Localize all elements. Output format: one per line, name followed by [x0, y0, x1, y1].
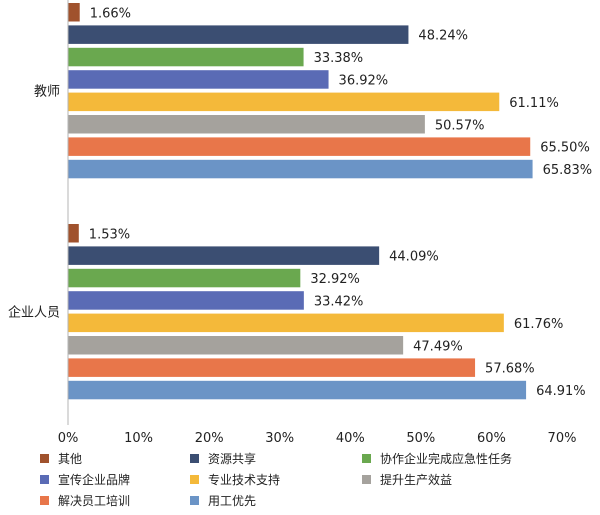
x-tick-label: 10% [124, 431, 153, 446]
bar [68, 380, 527, 400]
bar [68, 3, 80, 22]
bar [68, 92, 500, 112]
x-tick-label: 70% [548, 431, 577, 446]
data-label: 65.83% [543, 163, 593, 178]
legend-label: 提升生产效益 [380, 473, 453, 487]
x-tick-label: 0% [58, 431, 79, 446]
legend-label: 协作企业完成应急性任务 [380, 452, 513, 466]
x-tick-label: 20% [195, 431, 224, 446]
bar [68, 159, 533, 179]
x-tick-label: 40% [336, 431, 365, 446]
legend-swatch [362, 475, 371, 484]
legend-item: 专业技术支持 [190, 471, 280, 488]
category-label: 教师 [34, 84, 60, 100]
legend-swatch [40, 454, 49, 463]
data-label: 61.76% [514, 317, 564, 332]
bar [68, 115, 425, 134]
legend-swatch [40, 496, 49, 505]
legend-item: 协作企业完成应急性任务 [362, 450, 512, 467]
data-label: 44.09% [389, 250, 439, 265]
bar [68, 70, 329, 89]
x-tick-label: 60% [477, 431, 506, 446]
bar [68, 291, 304, 310]
data-label: 48.24% [418, 29, 468, 44]
legend-swatch [190, 475, 199, 484]
legend-label: 专业技术支持 [208, 473, 281, 487]
data-label: 33.38% [314, 51, 364, 66]
bar [68, 313, 504, 333]
bar-chart: 1.66% 48.24% 33.38% 36.92% 61.11% 50.57% 65.50… [8, 0, 593, 446]
bar [68, 25, 409, 44]
bar [68, 246, 380, 265]
legend-swatch [190, 454, 199, 463]
legend-label: 其他 [58, 452, 83, 466]
data-label: 64.91% [536, 384, 586, 399]
bar [68, 137, 531, 156]
data-label: 36.92% [339, 73, 389, 88]
bar [68, 358, 476, 377]
data-label: 33.42% [314, 294, 364, 309]
bar [68, 47, 304, 67]
data-label: 61.11% [509, 96, 559, 111]
legend-label: 宣传企业品牌 [58, 473, 131, 487]
legend-item: 提升生产效益 [362, 471, 452, 488]
data-label: 57.68% [485, 362, 535, 377]
x-tick-label: 50% [406, 431, 435, 446]
data-label: 1.66% [90, 6, 131, 21]
data-label: 47.49% [413, 339, 463, 354]
data-label: 65.50% [540, 141, 590, 156]
legend-item: 解决员工培训 [40, 492, 130, 509]
legend-label: 资源共享 [208, 452, 257, 466]
data-label: 32.92% [310, 272, 360, 287]
bar [68, 268, 301, 288]
legend-swatch [190, 496, 199, 505]
data-label: 1.53% [89, 227, 130, 242]
legend-label: 解决员工培训 [58, 494, 131, 508]
legend-label: 用工优先 [208, 494, 257, 508]
legend-item: 用工优先 [190, 492, 256, 509]
legend-swatch [362, 454, 371, 463]
legend-swatch [40, 475, 49, 484]
legend-item: 宣传企业品牌 [40, 471, 130, 488]
legend-item: 其他 [40, 450, 82, 467]
category-label: 企业人员 [8, 305, 60, 321]
legend-item: 资源共享 [190, 450, 256, 467]
x-tick-label: 30% [265, 431, 294, 446]
bar [68, 336, 404, 355]
data-label: 50.57% [435, 118, 485, 133]
bar [68, 224, 79, 243]
